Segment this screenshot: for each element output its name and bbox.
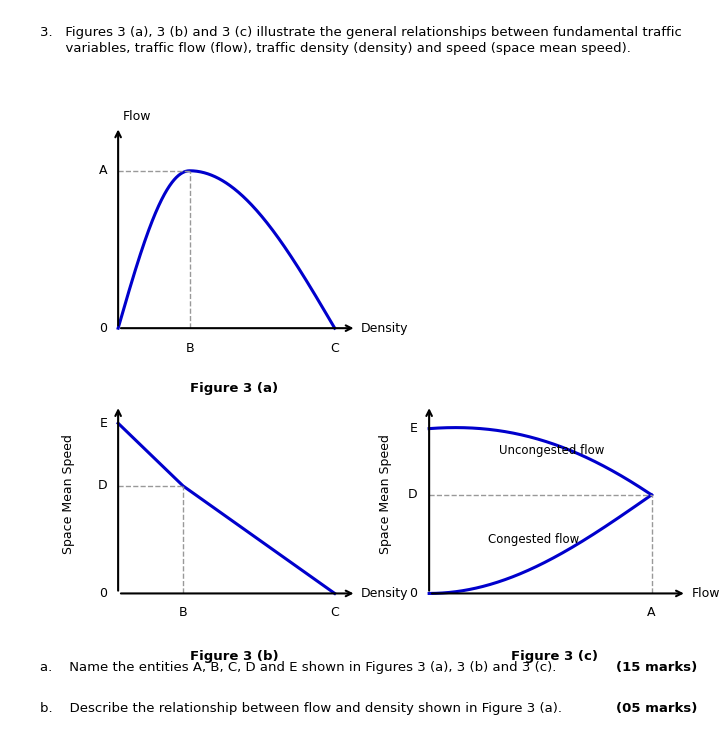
Text: B: B <box>185 341 194 355</box>
Text: Space Mean Speed: Space Mean Speed <box>62 435 75 554</box>
Text: A: A <box>99 165 107 177</box>
Text: 0: 0 <box>410 587 418 600</box>
Text: E: E <box>99 417 107 430</box>
Text: Flow: Flow <box>691 587 720 600</box>
Text: a.    Name the entities A, B, C, D and E shown in Figures 3 (a), 3 (b) and 3 (c): a. Name the entities A, B, C, D and E sh… <box>40 661 556 673</box>
Text: Figure 3 (b): Figure 3 (b) <box>189 650 279 663</box>
Text: b.    Describe the relationship between flow and density shown in Figure 3 (a).: b. Describe the relationship between flo… <box>40 702 562 715</box>
Text: Figure 3 (a): Figure 3 (a) <box>190 382 278 395</box>
Text: 3.   Figures 3 (a), 3 (b) and 3 (c) illustrate the general relationships between: 3. Figures 3 (a), 3 (b) and 3 (c) illust… <box>40 26 681 39</box>
Text: Density: Density <box>361 322 408 334</box>
Text: 0: 0 <box>99 587 107 600</box>
Text: Uncongested flow: Uncongested flow <box>500 444 605 457</box>
Text: D: D <box>98 479 107 492</box>
Text: Flow: Flow <box>122 109 151 123</box>
Text: Congested flow: Congested flow <box>487 533 579 546</box>
Text: D: D <box>408 488 418 501</box>
Text: C: C <box>330 606 339 619</box>
Text: C: C <box>330 341 339 355</box>
Text: Space Mean Speed: Space Mean Speed <box>379 435 392 554</box>
Text: A: A <box>647 606 656 619</box>
Text: E: E <box>410 422 418 435</box>
Text: Density: Density <box>361 587 408 600</box>
Text: Figure 3 (c): Figure 3 (c) <box>511 650 598 663</box>
Text: 0: 0 <box>99 322 107 334</box>
Text: (05 marks): (05 marks) <box>616 702 697 715</box>
Text: variables, traffic flow (flow), traffic density (density) and speed (space mean : variables, traffic flow (flow), traffic … <box>40 42 631 54</box>
Text: B: B <box>179 606 187 619</box>
Text: (15 marks): (15 marks) <box>616 661 697 673</box>
